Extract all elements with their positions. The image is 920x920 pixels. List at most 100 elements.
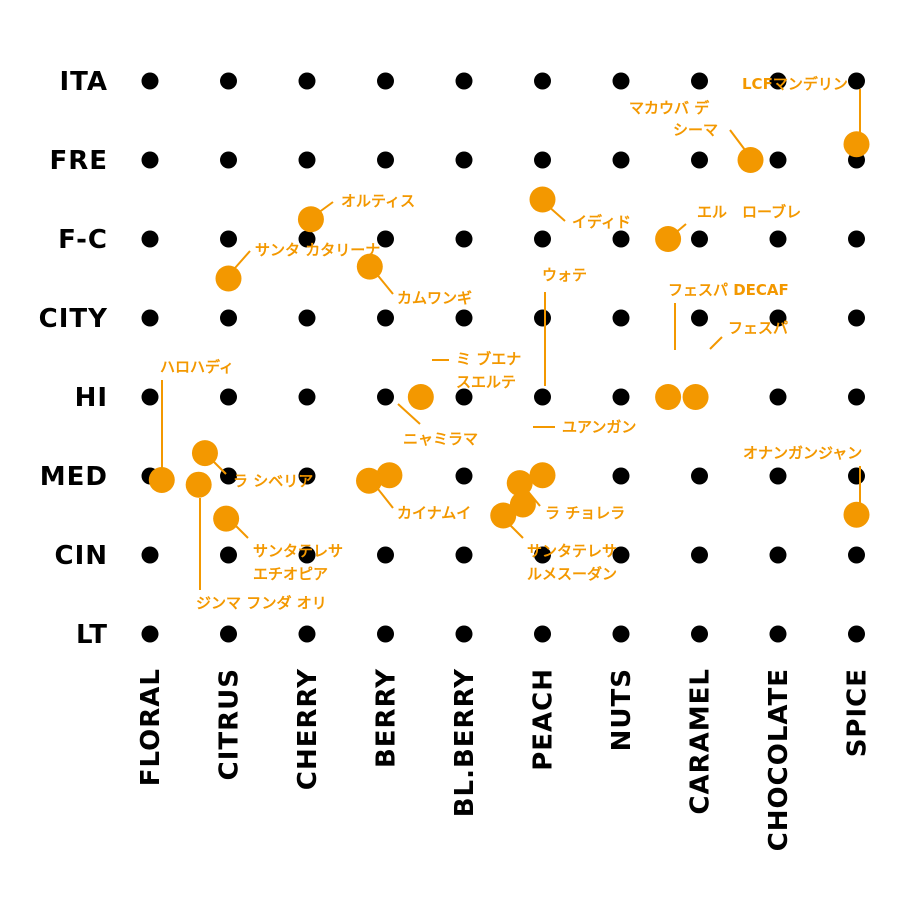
grid-dot <box>691 546 708 564</box>
coffee-label: ニャミラマ <box>403 430 478 448</box>
roast-label: LT <box>76 620 108 650</box>
coffee-label: オナンガンジャン <box>743 444 862 462</box>
grid-dot <box>220 625 237 643</box>
grid-dot <box>691 151 708 169</box>
leader-line <box>211 459 227 475</box>
coffee-point <box>737 147 764 173</box>
coffee-point <box>655 384 682 410</box>
grid-dot <box>377 230 394 248</box>
grid-dot <box>455 230 473 248</box>
coffee-label: エル ローブレ <box>697 203 801 221</box>
coffee-point <box>509 491 536 518</box>
leader-line <box>729 129 746 151</box>
coffee-point <box>843 501 870 528</box>
coffee-point <box>215 265 242 292</box>
grid-dot <box>220 546 237 564</box>
flavor-label: NUTS <box>607 668 637 751</box>
grid-dot <box>534 151 551 169</box>
grid-dot <box>612 625 630 643</box>
grid-dot <box>377 625 394 643</box>
leader-lines <box>161 89 861 590</box>
grid-dot <box>298 625 316 643</box>
grid-dot <box>455 467 473 485</box>
grid-dots <box>141 72 865 643</box>
grid-dot <box>612 467 630 485</box>
coffee-point <box>297 206 324 233</box>
grid-dot <box>455 72 473 90</box>
grid-dot <box>691 230 708 248</box>
coffee-point <box>148 466 175 493</box>
coffee-point <box>490 502 517 529</box>
grid-dot <box>612 388 630 406</box>
grid-dot <box>691 72 708 90</box>
coffee-point <box>506 470 533 497</box>
grid-dot <box>298 467 316 485</box>
coffee-points <box>148 131 870 532</box>
grid-dot <box>377 151 394 169</box>
roast-label: MED <box>40 462 108 492</box>
leader-line <box>709 336 723 350</box>
grid-dot <box>298 309 316 327</box>
roast-label: F-C <box>58 225 108 255</box>
grid-dot <box>220 72 237 90</box>
coffee-label: ウォテ <box>542 266 587 284</box>
flavor-label: BL.BERRY <box>450 668 480 817</box>
flavor-label: FLORAL <box>136 668 166 786</box>
grid-dot <box>691 467 708 485</box>
coffee-point <box>356 253 383 280</box>
grid-dot <box>848 230 865 248</box>
roast-axis-labels: ITA FRE F-C CITY HI MED CIN LT <box>39 67 108 650</box>
grid-dot <box>691 625 708 643</box>
grid-dot <box>534 230 551 248</box>
coffee-label: オルティス <box>341 192 415 210</box>
leader-line <box>377 488 394 509</box>
coffee-label: イディド <box>572 213 631 231</box>
coffee-point <box>213 505 240 532</box>
grid-dot <box>534 388 551 406</box>
grid-dot <box>220 151 237 169</box>
grid-dot <box>298 72 316 90</box>
coffee-label: ラ チョレラ <box>545 504 625 522</box>
grid-dot <box>141 546 159 564</box>
grid-dot <box>848 388 865 406</box>
grid-dot <box>769 467 787 485</box>
grid-dot <box>769 72 787 90</box>
grid-dot <box>612 151 630 169</box>
flavor-label: CARAMEL <box>686 668 716 815</box>
flavor-label: CITRUS <box>215 668 245 780</box>
grid-dot <box>534 546 551 564</box>
grid-dot <box>455 309 473 327</box>
grid-dot <box>612 72 630 90</box>
grid-dot <box>769 309 787 327</box>
coffee-point <box>682 384 709 410</box>
coffee-point <box>185 471 212 498</box>
grid-dot <box>848 72 865 90</box>
grid-dot <box>298 546 316 564</box>
grid-dot <box>769 230 787 248</box>
grid-dot <box>612 309 630 327</box>
grid-dot <box>769 388 787 406</box>
grid-dot <box>298 230 316 248</box>
grid-dot <box>141 230 159 248</box>
grid-dot <box>769 151 787 169</box>
grid-dot <box>141 625 159 643</box>
flavor-label: CHERRY <box>293 668 323 790</box>
roast-label: FRE <box>49 146 108 176</box>
grid-dot <box>534 72 551 90</box>
grid-dot <box>769 625 787 643</box>
coffee-label: ユアンガン <box>562 418 636 436</box>
coffee-point <box>376 462 403 489</box>
grid-dot <box>534 309 551 327</box>
roast-label: CIN <box>54 541 108 571</box>
grid-dot <box>220 309 237 327</box>
grid-dot <box>848 625 865 643</box>
flavor-label: SPICE <box>843 668 873 757</box>
coffee-label: ジンマ フンダ オリ <box>196 594 327 612</box>
grid-dot <box>377 388 394 406</box>
leader-line <box>234 250 251 269</box>
grid-dot <box>455 151 473 169</box>
grid-dot <box>612 546 630 564</box>
flavor-label: PEACH <box>529 668 559 771</box>
grid-dot <box>769 546 787 564</box>
